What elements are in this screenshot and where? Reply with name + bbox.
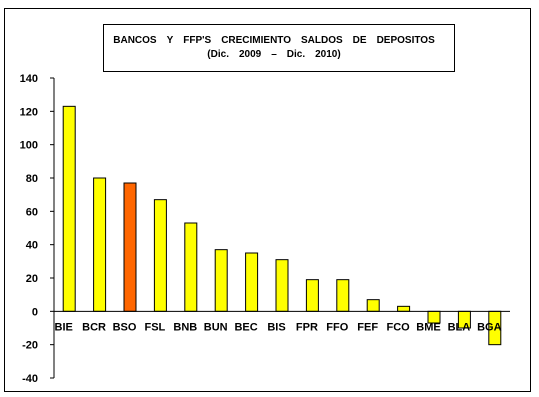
chart-title: BANCOS Y FFP'S CRECIMIENTO SALDOS DE DEP… bbox=[113, 35, 445, 46]
x-tick-label: BNB bbox=[173, 321, 208, 333]
x-tick-label: BSO bbox=[113, 321, 148, 333]
x-tick-label: BGA bbox=[477, 321, 512, 333]
y-tick-label: 60 bbox=[26, 206, 49, 218]
bar-bcr bbox=[93, 177, 107, 312]
bar-bso bbox=[123, 182, 137, 312]
x-tick-label: BIE bbox=[55, 321, 84, 333]
bar-bec bbox=[245, 252, 259, 312]
bar-fpr bbox=[305, 279, 319, 312]
y-ticks-group: -40 -20 0 20 40 60 80 100 120 140 bbox=[20, 73, 54, 385]
x-tick-label: BME bbox=[416, 321, 451, 333]
y-tick-label: 80 bbox=[26, 173, 49, 185]
x-tick-label: BIS bbox=[267, 321, 296, 333]
bar-fsl bbox=[153, 199, 167, 312]
x-labels-group: BIE BCR BSO FSL BNB BUN BEC BIS FPR FFO … bbox=[55, 321, 513, 333]
bar-bnb bbox=[184, 222, 198, 312]
y-tick-label: 40 bbox=[26, 240, 49, 252]
x-tick-label: FPR bbox=[296, 321, 329, 333]
x-tick-label: BUN bbox=[204, 321, 239, 333]
x-tick-label: FFO bbox=[326, 321, 359, 333]
bar-bun bbox=[214, 249, 228, 312]
x-tick-label: FEF bbox=[357, 321, 389, 333]
x-tick-label: BLA bbox=[448, 321, 482, 333]
y-tick-label: -40 bbox=[22, 373, 49, 385]
y-tick-label: 140 bbox=[20, 73, 49, 85]
x-tick-label: FSL bbox=[145, 321, 177, 333]
y-tick-label: -20 bbox=[22, 340, 49, 352]
bar-fef bbox=[366, 299, 380, 312]
x-tick-label: BEC bbox=[234, 321, 268, 333]
bars-group bbox=[62, 105, 502, 346]
chart-frame bbox=[4, 8, 531, 392]
chart-subtitle: (Dic. 2009 – Dic. 2010) bbox=[207, 49, 351, 60]
chart-title-box: BANCOS Y FFP'S CRECIMIENTO SALDOS DE DEP… bbox=[103, 24, 455, 72]
x-tick-label: FCO bbox=[386, 321, 420, 333]
bar-ffo bbox=[336, 279, 350, 312]
y-tick-label: 0 bbox=[32, 306, 49, 318]
bar-bis bbox=[275, 259, 289, 312]
y-tick-label: 20 bbox=[26, 273, 49, 285]
x-tick-label: BCR bbox=[82, 321, 117, 333]
bar-bie bbox=[62, 105, 76, 312]
bar-fco bbox=[397, 305, 411, 312]
y-tick-label: 100 bbox=[20, 140, 49, 152]
y-tick-label: 120 bbox=[20, 106, 49, 118]
